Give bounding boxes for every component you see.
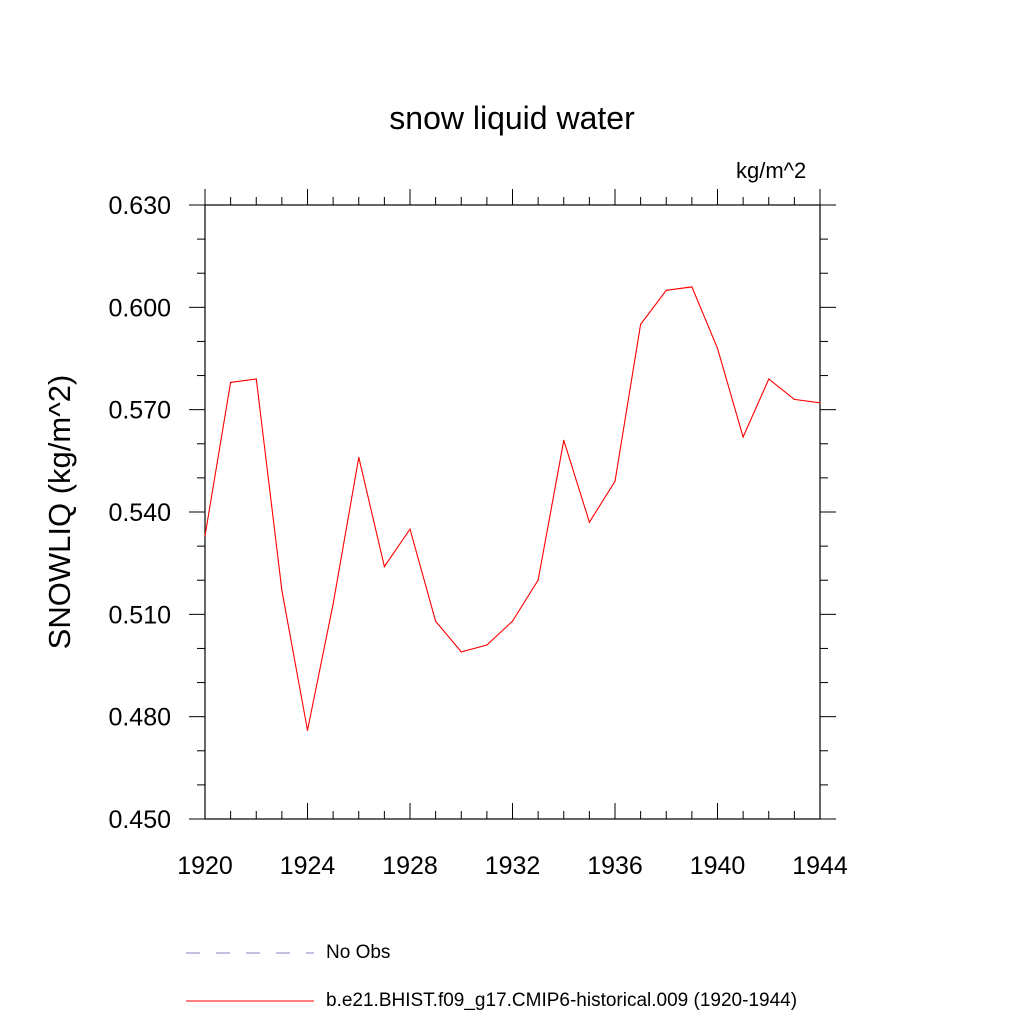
data-point (742, 436, 744, 438)
x-tick-label: 1932 (485, 852, 541, 880)
chart-title: snow liquid water (389, 100, 635, 136)
y-tick-label: 0.450 (108, 806, 171, 834)
units-label: kg/m^2 (736, 158, 807, 183)
x-tick-label: 1928 (382, 852, 438, 880)
legend-label-no-obs: No Obs (326, 942, 391, 963)
data-point (383, 565, 385, 568)
y-tick-label: 0.540 (108, 499, 171, 527)
x-tick-label: 1936 (587, 852, 643, 880)
data-point (281, 589, 283, 592)
x-tick-label: 1940 (690, 852, 746, 880)
data-point (255, 378, 257, 380)
data-point (460, 651, 462, 653)
data-point (716, 347, 719, 349)
y-tick-label: 0.570 (108, 397, 171, 425)
data-point (793, 398, 795, 401)
data-point (614, 480, 616, 482)
data-point (358, 456, 360, 459)
legend-label-model: b.e21.BHIST.f09_g17.CMIP6-historical.009… (326, 990, 798, 1011)
x-tick-label: 1944 (792, 852, 848, 880)
y-tick-label: 0.630 (108, 192, 171, 220)
data-point (511, 620, 514, 622)
data-point (332, 603, 334, 605)
data-point (665, 289, 667, 291)
x-tick-label: 1924 (280, 852, 336, 880)
data-point (409, 528, 411, 530)
data-point (640, 323, 642, 325)
data-point (306, 729, 309, 731)
data-point (537, 579, 539, 581)
x-tick-label: 1920 (177, 852, 233, 880)
data-point (691, 286, 693, 288)
data-point (563, 439, 565, 441)
data-point (768, 378, 770, 380)
data-point (435, 620, 437, 622)
data-point (819, 402, 821, 404)
data-point (588, 521, 590, 523)
y-tick-label: 0.600 (108, 294, 171, 322)
y-tick-label: 0.480 (108, 704, 171, 732)
y-tick-label: 0.510 (108, 601, 171, 629)
data-point (486, 644, 488, 646)
data-point (204, 535, 206, 537)
data-point (230, 381, 232, 383)
